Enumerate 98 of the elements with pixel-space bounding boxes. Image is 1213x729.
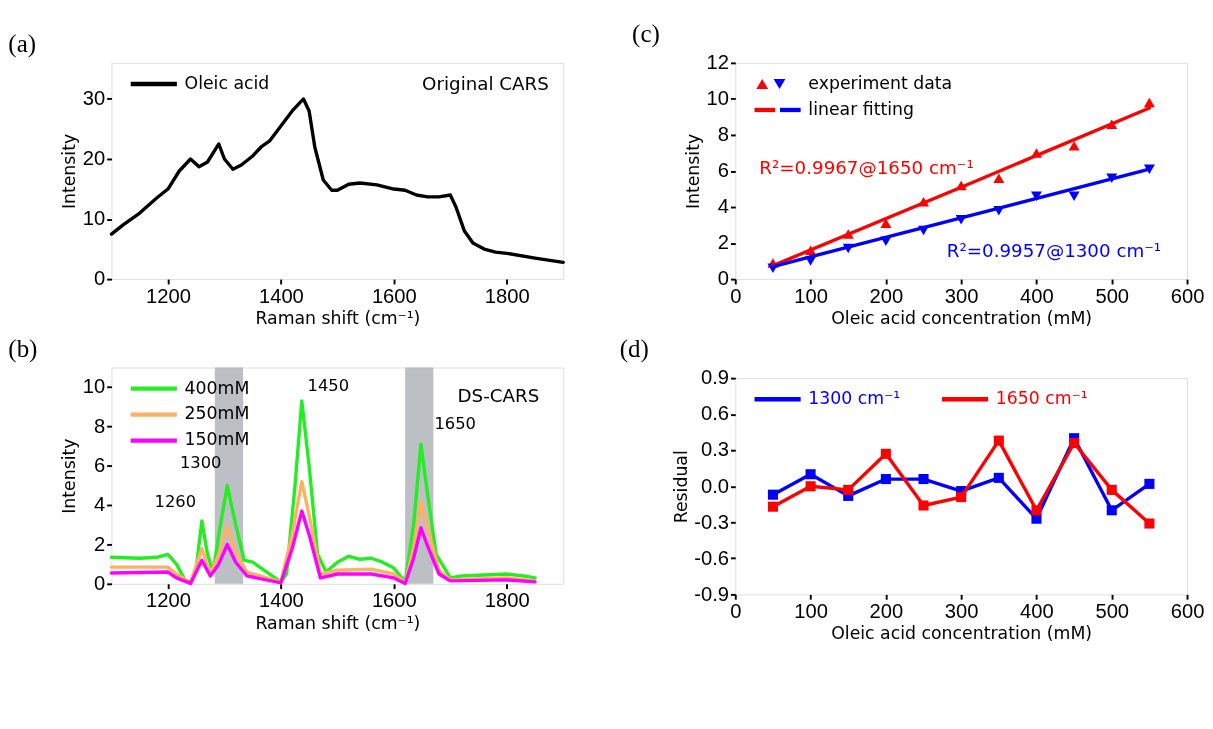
point <box>993 173 1005 183</box>
x-tick-label: 300 <box>944 284 979 307</box>
legend-label: linear fitting <box>808 98 914 119</box>
chart-title: (a) <box>8 30 37 59</box>
x-tick-label: 100 <box>794 599 828 622</box>
x-tick-label: 300 <box>944 599 979 622</box>
point <box>993 435 1004 446</box>
annotation: 1300 <box>179 453 222 473</box>
point <box>1030 191 1042 201</box>
point <box>1144 478 1155 489</box>
y-tick-label: 20 <box>82 147 106 170</box>
y-tick-label: 2 <box>717 231 730 254</box>
point <box>880 448 891 459</box>
y-tick-label: -0.9 <box>694 582 730 605</box>
x-tick-label: 600 <box>1170 599 1205 622</box>
x-tick-label: 500 <box>1095 284 1130 307</box>
y-tick-label: 4 <box>94 493 106 516</box>
legend-label: experiment data <box>808 72 953 93</box>
point <box>993 472 1004 483</box>
x-tick-label: 200 <box>869 284 904 307</box>
legend-label: 400mM <box>184 377 250 398</box>
point <box>1031 513 1042 524</box>
y-tick-label: 30 <box>82 87 106 110</box>
annotation: 1650 <box>434 413 476 433</box>
y-tick-label: 4 <box>717 195 730 218</box>
y-axis-title: Intensity <box>59 438 80 514</box>
legend-label: Oleic acid <box>184 72 270 93</box>
y-tick-label: 6 <box>94 454 106 477</box>
annotation: R²=0.9967@1650 cm⁻¹ <box>759 157 974 179</box>
point <box>956 492 967 503</box>
x-tick-label: 200 <box>869 599 904 622</box>
chart-title: (c) <box>632 19 660 48</box>
x-tick-label: 100 <box>794 284 828 307</box>
chart-title: (b) <box>8 334 38 363</box>
y-axis-title: Intensity <box>682 133 703 210</box>
x-tick-label: 1800 <box>484 284 530 307</box>
y-tick-label: 0 <box>717 267 730 290</box>
point <box>843 484 854 495</box>
x-tick-label: 1400 <box>258 589 304 612</box>
y-axis-title: Residual <box>670 450 691 524</box>
point <box>1106 484 1117 495</box>
y-tick-label: 8 <box>94 414 106 437</box>
y-tick-label: 0 <box>94 572 106 595</box>
point <box>918 500 929 511</box>
x-tick-label: 1400 <box>258 284 304 307</box>
point <box>1143 97 1155 108</box>
point <box>805 481 816 492</box>
annotation: R²=0.9957@1300 cm⁻¹ <box>946 240 1162 262</box>
point <box>1106 505 1117 516</box>
line-series <box>109 509 537 586</box>
point <box>1068 141 1080 151</box>
x-axis-title: Raman shift (cm⁻¹) <box>255 612 421 633</box>
point <box>918 474 929 485</box>
y-axis-title: Intensity <box>59 133 80 210</box>
x-tick-label: 400 <box>1020 599 1054 622</box>
y-tick-label: 0.3 <box>701 438 730 461</box>
annotation: DS-CARS <box>457 385 540 407</box>
y-tick-label: -0.3 <box>694 510 730 533</box>
y-tick-label: 2 <box>94 532 106 555</box>
y-tick-label: 12 <box>706 51 730 74</box>
y-tick-label: 0 <box>94 267 106 290</box>
annotation: 1260 <box>154 492 197 512</box>
y-tick-label: 8 <box>717 123 730 146</box>
legend-label: 1650 cm⁻¹ <box>995 388 1088 409</box>
annotation: 1450 <box>307 376 350 396</box>
x-axis-title: Oleic acid concentration (mM) <box>831 623 1093 644</box>
point <box>1069 437 1080 449</box>
y-tick-label: 10 <box>82 375 106 398</box>
point <box>1068 191 1080 201</box>
y-tick-label: 10 <box>82 207 106 230</box>
y-tick-label: 6 <box>717 159 730 182</box>
chart-title: (d) <box>619 334 649 363</box>
legend-label: 250mM <box>184 403 250 424</box>
y-tick-label: 0.6 <box>701 402 730 425</box>
y-tick-label: -0.6 <box>694 546 730 569</box>
point <box>880 474 891 485</box>
y-tick-label: 0.9 <box>701 366 730 389</box>
x-tick-label: 1600 <box>371 589 417 612</box>
x-tick-label: 1800 <box>484 589 530 612</box>
y-tick-label: 10 <box>706 87 730 110</box>
x-axis-title: Raman shift (cm⁻¹) <box>255 307 421 328</box>
legend-label: 150mM <box>184 429 250 450</box>
point <box>805 469 816 480</box>
x-tick-label: 1200 <box>146 589 191 612</box>
point <box>1031 505 1042 516</box>
x-tick-label: 600 <box>1170 284 1205 307</box>
x-tick-label: 500 <box>1095 599 1130 622</box>
x-tick-label: 400 <box>1020 284 1054 307</box>
x-axis-title: Oleic acid concentration (mM) <box>831 307 1093 328</box>
x-tick-label: 1600 <box>371 284 417 307</box>
point <box>767 501 778 512</box>
annotation: Original CARS <box>422 72 549 94</box>
point <box>1144 518 1155 529</box>
legend-label: 1300 cm⁻¹ <box>808 388 901 409</box>
line-series <box>109 97 565 264</box>
y-tick-label: 0.0 <box>701 474 730 497</box>
point <box>767 489 778 500</box>
x-tick-label: 1200 <box>146 284 191 307</box>
